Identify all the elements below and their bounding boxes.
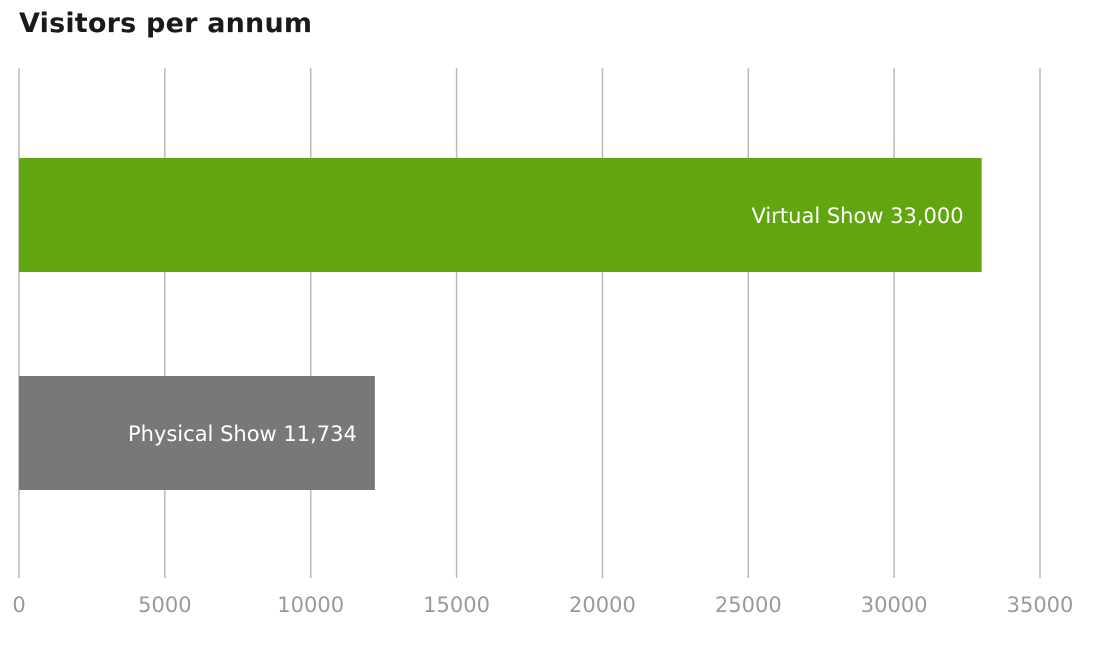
- x-tick-label: 10000: [277, 593, 344, 617]
- x-axis-ticks: 0 5000 10000 15000 20000 25000 30000 35000: [12, 593, 1073, 617]
- bars: [19, 158, 982, 490]
- x-tick-label: 20000: [569, 593, 636, 617]
- x-tick-label: 35000: [1007, 593, 1074, 617]
- bar-1: [19, 376, 375, 490]
- x-tick-label: 15000: [423, 593, 490, 617]
- x-tick-label: 5000: [138, 593, 191, 617]
- chart-title: Visitors per annum: [19, 8, 313, 39]
- x-tick-label: 30000: [861, 593, 928, 617]
- bar-0: [19, 158, 982, 272]
- x-tick-label: 25000: [715, 593, 782, 617]
- gridlines: [18, 68, 1041, 578]
- bar-labels: Virtual Show 33,000 Physical Show 11,734: [128, 204, 964, 446]
- x-tick-label: 0: [12, 593, 25, 617]
- bar-label: Physical Show 11,734: [128, 422, 357, 446]
- bar-label: Virtual Show 33,000: [752, 204, 964, 228]
